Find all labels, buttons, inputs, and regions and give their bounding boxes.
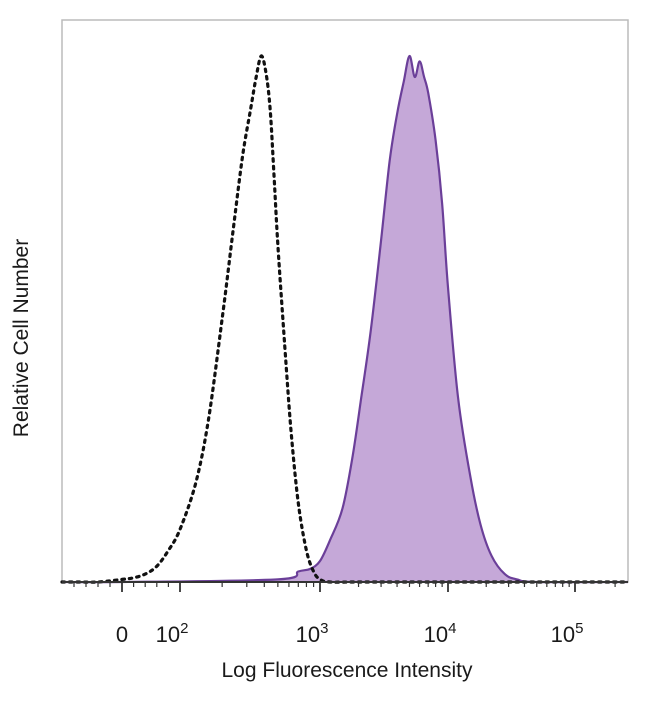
x-tick-label: 104 xyxy=(424,620,457,647)
stained-histogram-line xyxy=(61,54,629,584)
x-tick-label: 102 xyxy=(156,620,189,647)
y-axis-title: Relative Cell Number xyxy=(10,239,33,437)
series-layer xyxy=(60,54,630,584)
x-tick-label: 103 xyxy=(296,620,329,647)
x-tick-label: 0 xyxy=(116,622,128,647)
control-histogram-dotted-line xyxy=(60,54,630,584)
x-axis-title: Log Fluorescence Intensity xyxy=(222,659,473,682)
stained-histogram-fill xyxy=(62,55,628,583)
x-axis-ticks: 0 102 103 104 105 xyxy=(73,582,616,647)
x-tick-label: 105 xyxy=(551,620,584,647)
